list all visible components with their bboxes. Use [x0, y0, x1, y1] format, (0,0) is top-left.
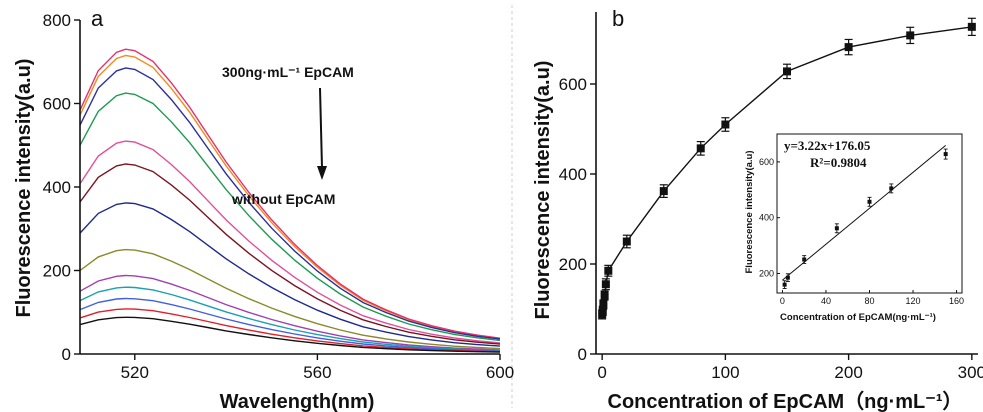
- panel-b-x-axis-label: Concentration of EpCAM（ng·mL⁻¹）: [608, 390, 963, 412]
- panel-b-data-point-14: [967, 22, 976, 31]
- inset-equation: y=3.22x+176.05: [784, 138, 871, 153]
- spectrum-line-10: [79, 286, 501, 352]
- panel-b-data-point-2: [598, 306, 607, 315]
- panel-a-y-tick-label: 600: [43, 95, 71, 114]
- panel-a-label: a: [91, 6, 104, 31]
- panel-b-data-point-7: [622, 237, 631, 246]
- inset-background: [735, 128, 967, 304]
- spectrum-line-11: [79, 297, 501, 352]
- panel-a-x-tick-label: 600: [486, 363, 514, 382]
- panel-b-x-tick-label: 200: [834, 363, 862, 382]
- panel-a: a 520 560 600 0 200 400 600 800 300ng·mL⁻¹ EpCA…: [13, 6, 514, 412]
- panel-b-y-tick-label: 0: [578, 345, 587, 364]
- spectrum-line-7: [79, 202, 501, 347]
- spectrum-line-12: [79, 308, 501, 353]
- inset-y-tick-label: 600: [759, 157, 774, 167]
- inset-data-point-3: [802, 257, 807, 262]
- inset-x-tick-label: 160: [949, 296, 964, 306]
- inset-x-tick-label: 120: [906, 296, 921, 306]
- inset-data-point-5: [867, 199, 872, 204]
- panel-b-y-tick-label: 200: [559, 255, 587, 274]
- panel-b-data-point-11: [783, 67, 791, 76]
- spectrum-line-5: [79, 140, 501, 344]
- inset-y-tick-label: 200: [759, 268, 774, 278]
- panel-a-y-tick-label: 0: [62, 345, 71, 364]
- inset-r-squared: R²=0.9804: [810, 155, 867, 170]
- panel-a-y-axis-label: Fluorescence intensity(a.u): [13, 59, 35, 318]
- inset-data-point-6: [889, 186, 894, 191]
- inset-x-axis-label: Concentration of EpCAM(ng·mL⁻¹): [780, 312, 936, 323]
- panel-a-annotation-top: 300ng·mL⁻¹ EpCAM: [222, 64, 354, 80]
- panel-b-data-point-13: [906, 31, 915, 40]
- inset-data-point-4: [834, 226, 839, 231]
- inset-data-point-2: [785, 275, 790, 280]
- spectrum-line-8: [79, 248, 501, 350]
- panel-a-arrow-head: [317, 166, 327, 180]
- inset-fit-line: [782, 145, 946, 281]
- inset-x-tick-label: 0: [780, 296, 785, 306]
- panel-b-data-point-3: [599, 300, 608, 309]
- spectrum-line-4: [79, 92, 501, 342]
- spectrum-line-3: [79, 67, 501, 340]
- inset-x-tick-label: 40: [821, 296, 831, 306]
- panel-b-data-point-6: [604, 266, 613, 275]
- panel-b-x-tick-label: 0: [597, 363, 606, 382]
- panel-b-data-point-12: [844, 43, 853, 52]
- spectrum-line-2: [79, 48, 501, 339]
- panel-b-data-point-8: [659, 187, 668, 196]
- inset-plot: [782, 145, 948, 289]
- panel-b-y-axis-label: Fluorescence intensity(a.u): [532, 61, 554, 320]
- panel-b-data-point-9: [696, 144, 705, 153]
- inset-y-axis-label: Fluorescence intensity(a.u): [744, 150, 755, 273]
- panel-a-axes: 520 560 600 0 200 400 600 800: [43, 11, 515, 382]
- spectrum-line-13: [79, 316, 501, 353]
- panel-b-plot: [598, 17, 976, 320]
- panel-b-y-tick-label: 600: [559, 75, 587, 94]
- panel-a-x-tick-label: 520: [121, 363, 149, 382]
- panel-a-x-axis-label: Wavelength(nm): [220, 391, 375, 412]
- inset-x-tick-label: 80: [864, 296, 874, 306]
- panel-a-y-tick-label: 400: [43, 178, 71, 197]
- spectrum-line-6: [79, 163, 501, 345]
- panel-a-x-tick-label: 560: [303, 363, 331, 382]
- inset-y-tick-label: 400: [759, 213, 774, 223]
- inset-data-point-1: [782, 282, 787, 287]
- panel-b-x-tick-label: 100: [711, 363, 739, 382]
- panel-a-spectra: [79, 48, 501, 353]
- panel-a-y-tick-label: 800: [43, 11, 71, 30]
- panel-b-data-point-4: [600, 291, 609, 300]
- panel-b-data-point-5: [601, 280, 610, 289]
- panel-b-x-tick-label: 300: [958, 363, 983, 382]
- panel-b-label: b: [612, 6, 624, 31]
- panel-a-arrow-shaft: [319, 87, 323, 169]
- panel-a-y-tick-label: 200: [43, 262, 71, 281]
- inset-axes: 0 40 80 120 160 200 400 600: [759, 133, 964, 306]
- panel-b-data-point-10: [721, 120, 730, 129]
- panel-a-annotation-bottom: without EpCAM: [231, 191, 335, 207]
- spectrum-line-9: [79, 274, 501, 351]
- inset-data-point-7: [943, 152, 948, 157]
- panel-b-inset: 0 40 80 120 160 200 400 600 y=3.22x+176.05 R²=0…: [735, 128, 967, 323]
- panel-b-y-tick-label: 400: [559, 165, 587, 184]
